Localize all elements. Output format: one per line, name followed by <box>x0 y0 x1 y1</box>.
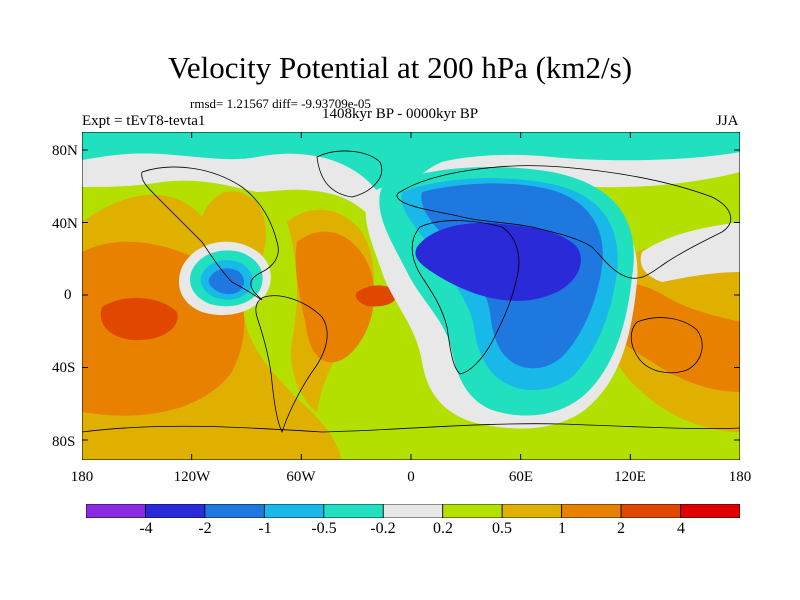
lon-label-120w: 120W <box>173 469 211 485</box>
colorbar-label-neg02: -0.2 <box>370 520 396 537</box>
axis-ticks <box>82 132 740 460</box>
colorbar-label-02: 0.2 <box>433 520 453 537</box>
colorbar-box <box>680 504 740 518</box>
velocity-potential-map <box>82 132 740 460</box>
lat-label-80s: 80S <box>52 434 76 450</box>
south-america-outline <box>255 295 328 434</box>
colorbar-box <box>86 504 146 518</box>
colorbar-box <box>442 504 503 518</box>
colorbar-label-1: 1 <box>558 520 566 537</box>
experiment-label: Expt = tEvT8-tevta1 <box>82 113 206 129</box>
eurasia-outline <box>396 165 732 279</box>
lon-label-60e: 60E <box>508 469 534 485</box>
lat-label-40n: 40N <box>52 216 78 232</box>
colorbar-box <box>501 504 563 518</box>
arctic-negative-band <box>82 132 740 212</box>
central-pacific-negative-max <box>208 268 244 295</box>
colorbar-box <box>263 504 325 518</box>
colorbar-box <box>382 504 444 518</box>
north-pacific-neutral-band <box>640 222 740 282</box>
lat-label-0: 0 <box>64 287 72 303</box>
season-label: JJA <box>716 113 739 129</box>
australia-outline <box>630 317 703 374</box>
colorbar-label-neg2: -2 <box>198 520 212 537</box>
lat-label-40s: 40S <box>52 360 76 376</box>
plot-title: Velocity Potential at 200 hPa (km2/s) <box>167 50 633 85</box>
colorbar-box <box>323 504 384 518</box>
colorbar-label-05: 0.5 <box>492 520 512 537</box>
lon-label-180e: 180 <box>728 469 752 485</box>
pacific-positive-max <box>100 297 178 341</box>
africa-outline <box>411 220 520 375</box>
lon-label-0: 0 <box>407 469 415 485</box>
colorbar <box>86 504 740 518</box>
colorbar-label-4: 4 <box>677 520 685 537</box>
lon-label-60w: 60W <box>286 469 316 485</box>
colorbar-label-neg05: -0.5 <box>311 520 337 537</box>
africa-negative-max <box>415 222 581 301</box>
colorbar-label-neg1: -1 <box>258 520 272 537</box>
lon-label-120e: 120E <box>614 469 646 485</box>
atlantic-positive-core <box>295 231 375 363</box>
coastlines <box>82 150 740 434</box>
colorbar-box <box>204 504 265 518</box>
lon-label-180w: 180 <box>70 469 94 485</box>
lat-label-80n: 80N <box>52 143 78 159</box>
greenland-outline <box>316 150 383 198</box>
north-america-outline <box>141 166 279 301</box>
colorbar-label-2: 2 <box>617 520 625 537</box>
colorbar-label-neg4: -4 <box>139 520 153 537</box>
colorbar-box <box>620 504 681 518</box>
colorbar-box <box>145 504 206 518</box>
atlantic-positive-max <box>355 285 397 307</box>
colorbar-box <box>561 504 622 518</box>
rmsd-diff-stats: rmsd= 1.21567 diff= -9.93709e-05 <box>190 96 371 111</box>
time-period: 1408kyr BP - 0000kyr BP <box>322 106 479 122</box>
antarctica-outline <box>82 423 740 433</box>
